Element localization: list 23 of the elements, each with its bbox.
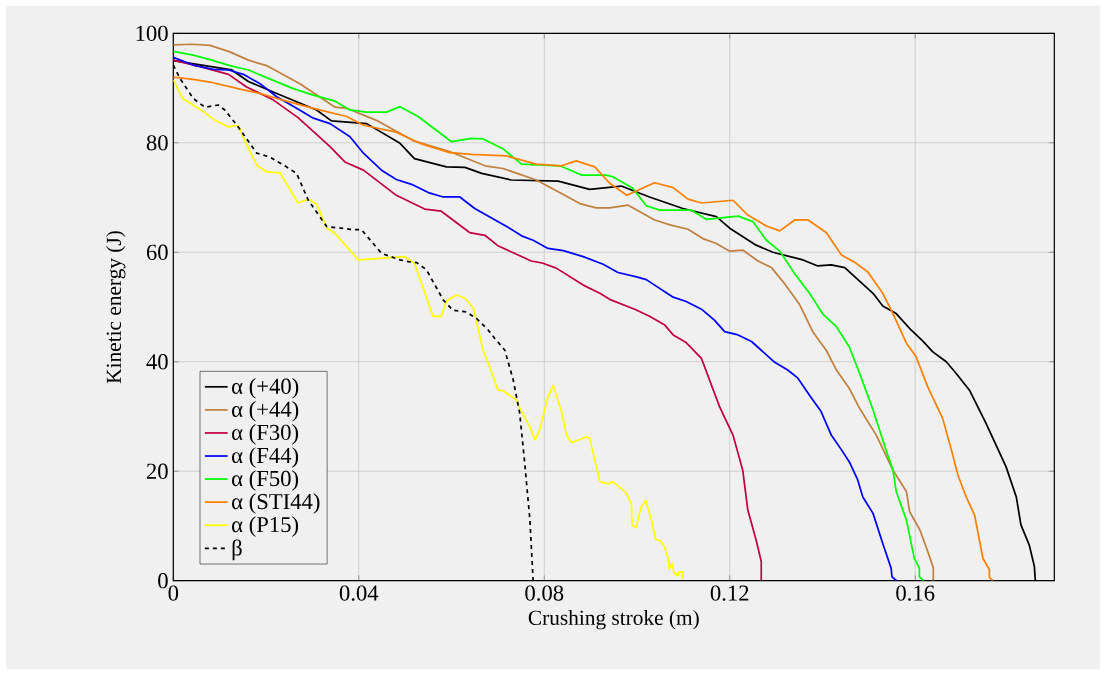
x-tick-label: 0 [168,585,179,601]
y-axis-title: Kinetic energy (J) [106,231,126,384]
y-tick-label: 20 [146,463,168,479]
legend-label: α (F30) [232,424,299,445]
y-tick-label: 80 [146,135,168,151]
legend-label: α (+44) [232,401,299,422]
x-tick-label: 0.08 [525,585,564,601]
legend-label: α (F44) [232,447,299,468]
y-tick-label: 100 [136,25,168,41]
legend-label: α (+40) [232,377,299,399]
x-tick-label: 0.12 [710,585,749,601]
y-tick-label: 60 [146,244,168,260]
legend-label: α (P15) [232,516,299,537]
legend-label: α (F50) [232,470,299,491]
line-series [173,78,684,580]
y-tick-label: 0 [158,573,168,589]
y-tick-label: 40 [146,354,168,370]
line-series [173,59,763,581]
x-tick-label: 0.16 [896,585,935,601]
x-axis-title: Crushing stroke (m) [528,609,699,630]
legend-label: β [232,539,242,561]
legend-label: α (STI44) [232,493,320,514]
x-tick-label: 0.04 [339,585,379,601]
